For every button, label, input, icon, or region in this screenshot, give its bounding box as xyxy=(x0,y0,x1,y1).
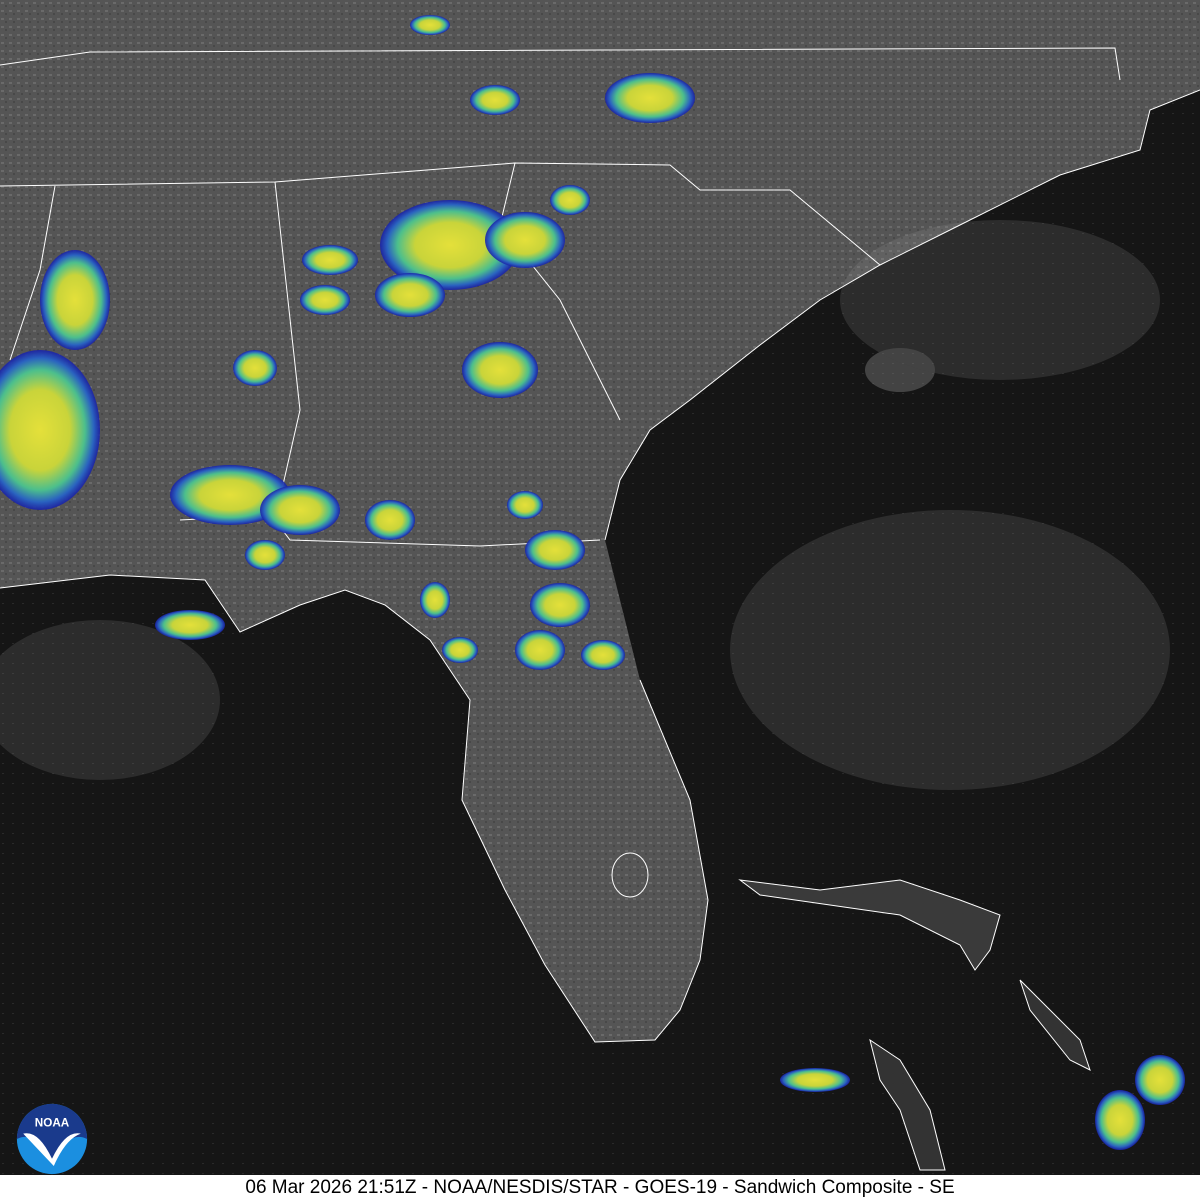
storm-cell xyxy=(233,350,277,386)
land-cuba xyxy=(738,879,1001,971)
cloud-fields xyxy=(0,220,1170,790)
storm-cell xyxy=(530,583,590,627)
storm-cell xyxy=(462,342,538,398)
storm-cell xyxy=(300,285,350,315)
storm-cell xyxy=(260,485,340,535)
image-caption: 06 Mar 2026 21:51Z - NOAA/NESDIS/STAR - … xyxy=(0,1175,1200,1200)
storm-cell xyxy=(550,185,590,215)
noaa-logo-text: NOAA xyxy=(35,1116,70,1129)
land-us-southeast xyxy=(0,0,1200,1042)
storm-cell xyxy=(525,530,585,570)
storm-cell xyxy=(420,582,450,618)
storm-cell xyxy=(1095,1090,1145,1150)
storm-cell xyxy=(375,273,445,317)
storm-cell xyxy=(470,85,520,115)
storm-cell xyxy=(515,630,565,670)
land-bahamas xyxy=(869,979,1091,1171)
storm-cell xyxy=(1135,1055,1185,1105)
convective-storms xyxy=(0,15,1185,1150)
storm-cell xyxy=(507,491,543,519)
storm-cell xyxy=(365,500,415,540)
storm-cell xyxy=(380,200,520,290)
storm-cell xyxy=(605,73,695,123)
storm-cell xyxy=(155,610,225,640)
storm-cell xyxy=(581,640,625,670)
storm-cell xyxy=(780,1068,850,1092)
storm-cell xyxy=(442,637,478,663)
noaa-logo: NOAA xyxy=(16,1103,88,1175)
storm-cell xyxy=(0,350,100,510)
storm-cell xyxy=(302,245,358,275)
storm-cell xyxy=(245,540,285,570)
storm-cell xyxy=(485,212,565,268)
storm-cell xyxy=(40,250,110,350)
storm-cell xyxy=(410,15,450,35)
